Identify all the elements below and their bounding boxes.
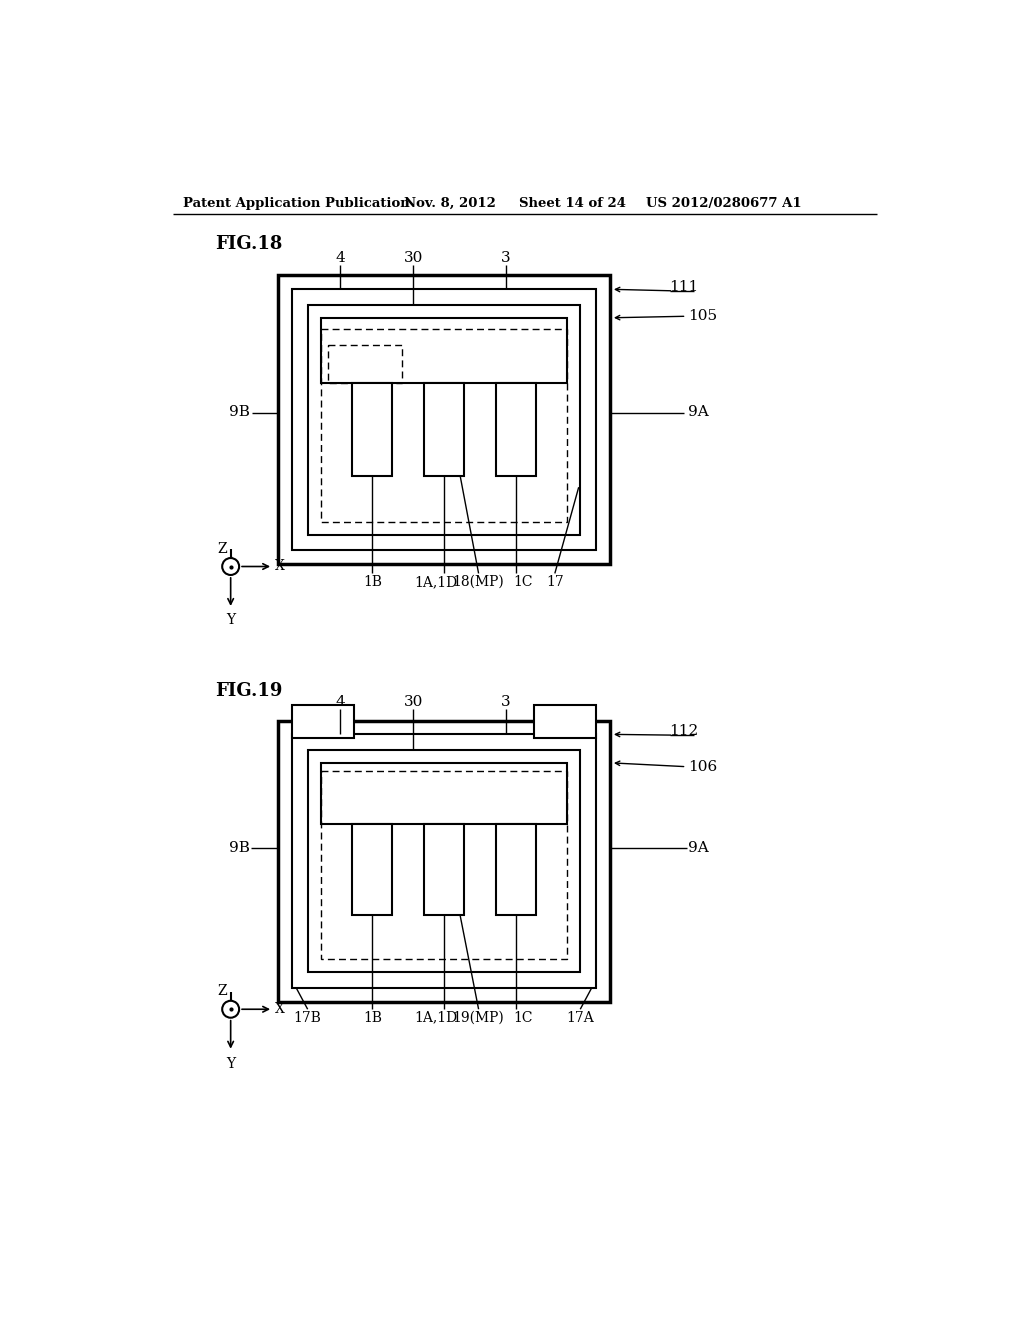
Text: 17A: 17A xyxy=(566,1011,594,1024)
Bar xyxy=(496,825,536,915)
Text: 1A,1D: 1A,1D xyxy=(415,576,458,589)
Text: Z: Z xyxy=(217,541,226,556)
Bar xyxy=(279,721,609,1002)
Text: US 2012/0280677 A1: US 2012/0280677 A1 xyxy=(646,197,802,210)
Text: 4: 4 xyxy=(335,251,345,264)
Bar xyxy=(307,305,581,535)
Text: FIG.19: FIG.19 xyxy=(215,682,283,700)
Text: 112: 112 xyxy=(670,725,698,738)
Text: 3: 3 xyxy=(501,694,510,709)
Text: 30: 30 xyxy=(403,251,423,264)
Text: 9B: 9B xyxy=(229,841,250,854)
Bar xyxy=(321,330,567,521)
Text: 3: 3 xyxy=(501,251,510,264)
Text: 18(MP): 18(MP) xyxy=(453,576,505,589)
Text: 9A: 9A xyxy=(688,405,709,420)
Bar xyxy=(496,383,536,475)
Text: FIG.18: FIG.18 xyxy=(215,235,283,253)
Text: Sheet 14 of 24: Sheet 14 of 24 xyxy=(519,197,627,210)
Bar xyxy=(321,318,567,383)
Text: 111: 111 xyxy=(670,280,698,294)
Bar xyxy=(292,705,354,738)
Text: 1C: 1C xyxy=(513,576,534,589)
Text: 9B: 9B xyxy=(229,405,250,420)
Text: 1B: 1B xyxy=(362,1011,382,1024)
Text: 1B: 1B xyxy=(362,576,382,589)
Bar xyxy=(307,750,581,973)
Text: 106: 106 xyxy=(688,760,717,774)
Text: 30: 30 xyxy=(403,694,423,709)
Text: 17B: 17B xyxy=(294,1011,322,1024)
Text: 17: 17 xyxy=(546,576,563,589)
Text: 1C: 1C xyxy=(513,1011,534,1024)
Text: X: X xyxy=(275,1002,286,1016)
Bar xyxy=(329,345,401,383)
Text: 1A,1D: 1A,1D xyxy=(415,1011,458,1024)
Bar xyxy=(424,825,464,915)
Bar xyxy=(279,276,609,564)
Bar xyxy=(352,383,392,475)
Text: Patent Application Publication: Patent Application Publication xyxy=(183,197,410,210)
Text: Nov. 8, 2012: Nov. 8, 2012 xyxy=(403,197,496,210)
Bar xyxy=(292,289,596,550)
Text: X: X xyxy=(275,560,286,573)
Text: 105: 105 xyxy=(688,309,717,323)
Text: Z: Z xyxy=(217,985,226,998)
Text: 9A: 9A xyxy=(688,841,709,854)
Text: 19(MP): 19(MP) xyxy=(453,1011,505,1024)
Text: Y: Y xyxy=(226,612,236,627)
Bar xyxy=(321,771,567,960)
Text: Y: Y xyxy=(226,1057,236,1071)
Text: 4: 4 xyxy=(335,694,345,709)
Bar xyxy=(424,383,464,475)
Bar xyxy=(535,705,596,738)
Bar xyxy=(321,763,567,825)
Bar xyxy=(292,734,596,987)
Bar xyxy=(352,825,392,915)
